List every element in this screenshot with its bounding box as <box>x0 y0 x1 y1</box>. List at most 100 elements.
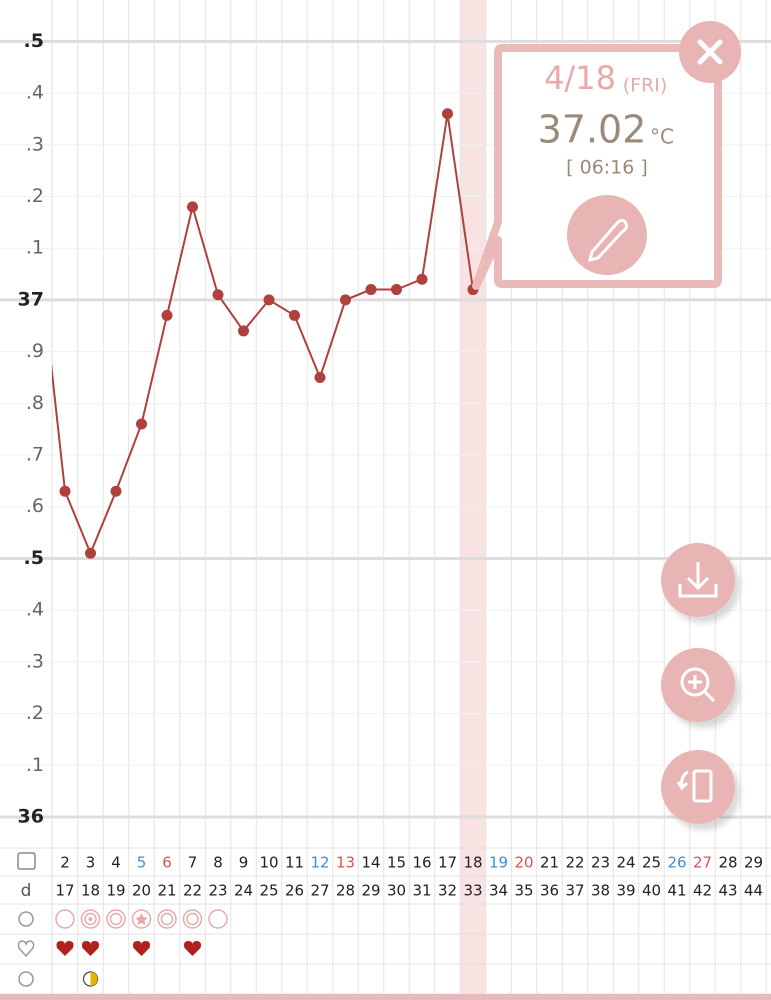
cycle-day: 27 <box>310 882 329 900</box>
x-tick-label: 13 <box>336 854 355 872</box>
x-tick-label: 6 <box>162 854 172 872</box>
fertility-icon <box>106 909 126 929</box>
fertility-icon <box>88 917 93 921</box>
y-tick-label: .5 <box>24 30 44 52</box>
thermometer-icon <box>587 218 628 263</box>
cycle-day: 18 <box>81 882 100 900</box>
temperature-point <box>442 108 453 120</box>
temperature-point <box>59 485 71 497</box>
temperature-point <box>136 418 147 430</box>
temperature-point <box>212 289 224 301</box>
y-tick-label: .6 <box>26 495 44 517</box>
cycle-day: 42 <box>693 882 712 900</box>
y-tick-label: .9 <box>26 340 44 362</box>
cycle-day: 38 <box>591 882 610 900</box>
labels: 36 .1 .2 .3 .4 .5 .6 .7 .8 .9 37 .1 .2 .3 .4 .5 <box>18 30 44 828</box>
cycle-day: 30 <box>387 882 406 900</box>
tooltip-unit: °C <box>650 125 674 149</box>
y-tick-label: .1 <box>26 754 44 776</box>
temperature-point <box>238 325 249 337</box>
x-tick-label: 16 <box>412 854 431 872</box>
cycle-day: 22 <box>183 882 202 900</box>
cycle-day: 25 <box>259 882 278 900</box>
temperature-point <box>391 284 402 296</box>
fertility-icon <box>109 912 123 926</box>
fertility-icon <box>186 912 199 926</box>
temperature-point <box>340 294 351 306</box>
moon-icon <box>595 909 607 929</box>
heart-icon <box>184 941 201 956</box>
button-circle[interactable] <box>661 648 735 722</box>
cycle-day: 37 <box>565 882 584 900</box>
x-tick-label: 29 <box>744 854 763 872</box>
y-tick-label: .2 <box>26 185 44 207</box>
temp-row-icon <box>18 971 34 987</box>
tooltip-temperature: 37.02 <box>538 108 647 152</box>
x-tick-label: 17 <box>438 854 457 872</box>
x-tick-label: 25 <box>642 854 661 872</box>
cycle-day: 19 <box>106 882 125 900</box>
zoom-icon <box>688 675 716 703</box>
temperature-point <box>289 309 300 321</box>
x-tick-label: 9 <box>239 854 249 872</box>
tooltip-weekday: (FRI) <box>623 75 668 97</box>
y-tick-label: .8 <box>26 392 44 414</box>
x-tick-label: 4 <box>111 854 121 872</box>
y-tick-label: .3 <box>26 133 44 155</box>
temperature-point <box>416 273 428 285</box>
moon-icon <box>569 909 581 929</box>
temperature-point <box>263 294 275 306</box>
y-tick-label: 37 <box>18 288 44 310</box>
x-tick-label: 27 <box>693 854 712 872</box>
x-tick-label: 8 <box>213 854 223 872</box>
temperature-point <box>110 485 122 497</box>
moon-icon <box>518 909 530 929</box>
x-tick-label: 12 <box>310 854 329 872</box>
tooltip-time: [ 06:16 ] <box>566 157 648 179</box>
download-icon <box>678 562 718 598</box>
x-tick-label: 24 <box>616 854 635 872</box>
fertility-icon <box>135 913 148 925</box>
cycle-day: 35 <box>514 882 533 900</box>
zoom-button[interactable] <box>661 648 735 722</box>
fertility-icon <box>55 909 75 929</box>
temperature-point <box>85 547 96 559</box>
x-tick-label: 18 <box>463 854 482 872</box>
fertility-icon <box>182 909 203 929</box>
cycle-day: 41 <box>667 882 686 900</box>
rotate-icon <box>676 770 689 791</box>
cycle-day: 29 <box>361 882 380 900</box>
cycle-day: 33 <box>463 882 482 900</box>
button-circle[interactable] <box>661 750 735 824</box>
fertility-icon <box>84 912 97 926</box>
cycle-day: 26 <box>285 882 304 900</box>
cycle-day: 20 <box>132 882 151 900</box>
rotate-button[interactable] <box>661 750 735 824</box>
y-tick-label: .7 <box>26 444 44 466</box>
x-tick-label: 3 <box>86 854 96 872</box>
moon-icon <box>493 909 505 929</box>
moon-icon <box>620 909 632 929</box>
y-tick-label: .4 <box>26 82 44 104</box>
rotate-icon <box>692 769 713 803</box>
fertility-icon <box>208 909 228 929</box>
x-tick-label: 19 <box>489 854 508 872</box>
cycle-day: 28 <box>336 882 355 900</box>
cycle-day: 23 <box>208 882 227 900</box>
heart-icon <box>133 941 150 956</box>
cycle-day: 40 <box>642 882 661 900</box>
temperature-point <box>365 284 377 296</box>
bottom-rows: d217318419520621722823924102511261227132… <box>0 847 771 995</box>
y-tick-label: .5 <box>24 547 44 569</box>
plot <box>52 108 479 559</box>
download-button[interactable] <box>661 543 735 617</box>
cycle-day: 21 <box>157 882 176 900</box>
close-icon <box>697 39 723 65</box>
cycle-day: 39 <box>616 882 635 900</box>
y-tick-label: .4 <box>26 599 44 621</box>
cycle-day: 34 <box>489 882 508 900</box>
y-tick-label: 36 <box>18 805 44 827</box>
